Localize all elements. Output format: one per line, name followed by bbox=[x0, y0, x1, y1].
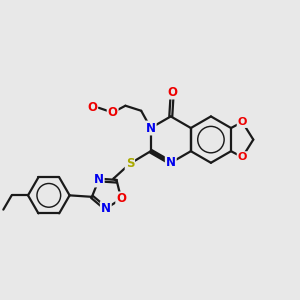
Text: O: O bbox=[167, 85, 177, 98]
Text: N: N bbox=[146, 122, 156, 134]
Text: N: N bbox=[166, 156, 176, 169]
Text: N: N bbox=[94, 173, 104, 187]
Text: O: O bbox=[116, 192, 126, 206]
Text: O: O bbox=[238, 152, 247, 162]
Text: O: O bbox=[238, 117, 247, 127]
Text: N: N bbox=[101, 202, 111, 215]
Text: O: O bbox=[87, 101, 97, 114]
Text: O: O bbox=[108, 106, 118, 119]
Text: S: S bbox=[126, 157, 134, 170]
